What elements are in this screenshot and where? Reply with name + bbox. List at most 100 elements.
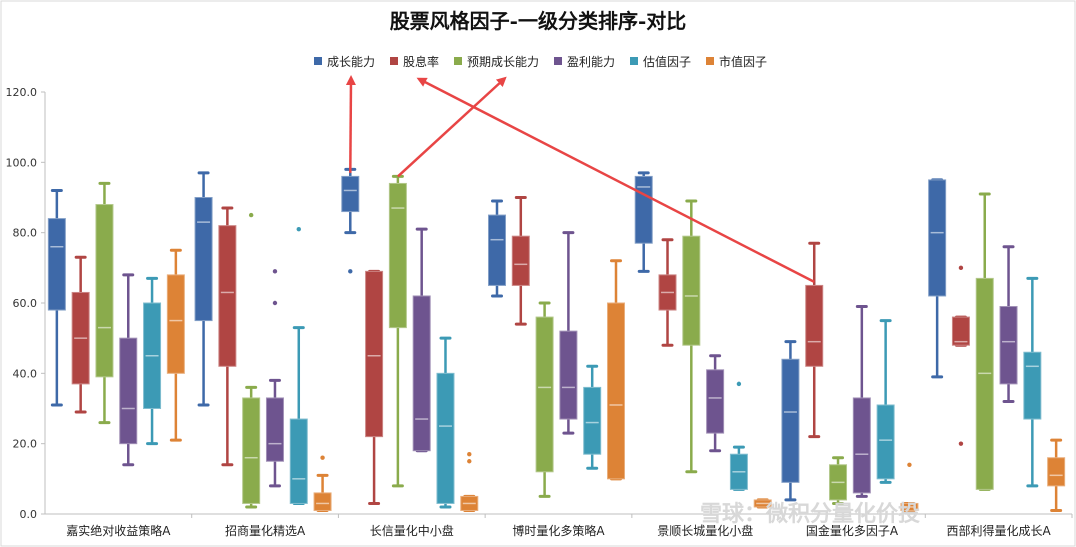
box-body [412, 295, 431, 452]
outlier-point [348, 269, 353, 274]
outlier-point [958, 441, 964, 446]
box-body [706, 369, 725, 434]
box-body [951, 316, 970, 346]
box-body [119, 337, 138, 445]
box-body [242, 397, 261, 504]
box-1-2 [365, 269, 384, 505]
y-tick-label: 20.0 [13, 438, 38, 451]
box-5-0 [166, 248, 185, 442]
x-category-label: 国金量化多因子A [806, 523, 899, 538]
box-body [876, 404, 895, 480]
legend-swatch [454, 57, 462, 65]
box-body [607, 302, 625, 480]
box-1-3 [511, 196, 530, 326]
box-body [928, 179, 947, 297]
box-0-5 [781, 340, 800, 502]
box-body [852, 397, 871, 494]
legend-label: 市值因子 [719, 54, 767, 69]
box-2-0 [95, 181, 114, 425]
box-body [583, 386, 602, 455]
box-body [218, 225, 237, 367]
box-5-1 [313, 455, 332, 512]
legend-swatch [554, 57, 562, 65]
box-1-1 [218, 206, 237, 467]
box-plots [47, 167, 1066, 512]
box-2-6 [975, 192, 994, 491]
legend-label: 盈利能力 [567, 55, 615, 69]
legend: 成长能力 股息率 预期成长能力 盈利能力 估值因子 市值因子 [314, 54, 767, 69]
legend-swatch [390, 57, 398, 65]
box-body [47, 218, 66, 311]
box-3-6 [999, 245, 1018, 403]
x-category-label: 博时量化多策略A [512, 523, 605, 538]
legend-swatch [706, 57, 714, 65]
y-tick-label: 0.0 [20, 508, 38, 521]
box-body [166, 274, 185, 374]
box-body [365, 270, 384, 438]
box-5-6 [1047, 438, 1066, 512]
box-2-2 [388, 174, 407, 488]
box-body [999, 306, 1018, 385]
box-1-0 [71, 255, 90, 414]
chart-title: 股票风格因子-一级分类排序-对比 [390, 9, 687, 33]
box-3-2 [412, 227, 431, 453]
box-body [313, 492, 332, 511]
box-0-3 [488, 199, 506, 298]
box-body [265, 397, 284, 462]
box-2-3 [535, 301, 554, 498]
outlier-point [958, 265, 964, 271]
box-4-6 [1023, 276, 1042, 488]
box-1-6 [951, 265, 970, 446]
box-5-4 [753, 498, 772, 509]
box-body [535, 316, 554, 473]
box-0-1 [194, 171, 213, 407]
outlier-point [736, 381, 742, 387]
box-2-4 [682, 199, 701, 474]
x-category-label: 长信量化中小盘 [370, 523, 454, 538]
outlier-point [320, 455, 325, 460]
legend-label: 成长能力 [327, 55, 375, 69]
box-body [388, 182, 407, 329]
box-3-1 [265, 269, 284, 488]
box-3-0 [119, 273, 138, 467]
box-5-3 [607, 259, 625, 481]
annotation-arrow [345, 75, 356, 173]
box-3-3 [559, 231, 578, 435]
box-body [682, 235, 701, 346]
box-4-4 [729, 381, 748, 491]
box-4-0 [143, 276, 162, 446]
box-2-5 [829, 456, 848, 505]
box-4-5 [876, 319, 895, 484]
legend-label: 预期成长能力 [467, 55, 539, 69]
box-body [488, 214, 506, 286]
box-body [1047, 457, 1066, 487]
box-1-4 [658, 238, 677, 347]
box-body [436, 372, 455, 504]
box-3-5 [852, 305, 871, 498]
legend-label: 估值因子 [643, 54, 691, 69]
watermark: 雪球：微积分量化价投 [700, 501, 920, 527]
legend-swatch [630, 57, 638, 65]
annotation-arrow [397, 76, 507, 178]
outlier-point [907, 462, 912, 467]
box-body [341, 175, 360, 213]
y-axis: 0.0 20.0 40.0 60.0 80.0 100.0 120.0 [6, 86, 46, 521]
box-3-4 [706, 354, 725, 453]
legend-label: 股息率 [403, 54, 439, 69]
box-body [1023, 351, 1042, 420]
box-body [511, 235, 530, 286]
box-body [289, 418, 308, 504]
y-tick-label: 80.0 [13, 227, 38, 240]
box-4-2 [436, 336, 455, 509]
box-4-3 [583, 364, 602, 470]
y-tick-label: 120.0 [6, 86, 38, 99]
box-body [559, 330, 578, 420]
box-0-6 [928, 178, 947, 379]
x-axis: 嘉实绝对收益策略A 招商量化精选A 长信量化中小盘 博时量化多策略A 景顺长城量化小盘 国… [45, 513, 1073, 538]
box-2-1 [242, 212, 261, 509]
box-body [781, 358, 800, 483]
y-tick-label: 100.0 [6, 156, 38, 169]
box-body [194, 197, 213, 322]
